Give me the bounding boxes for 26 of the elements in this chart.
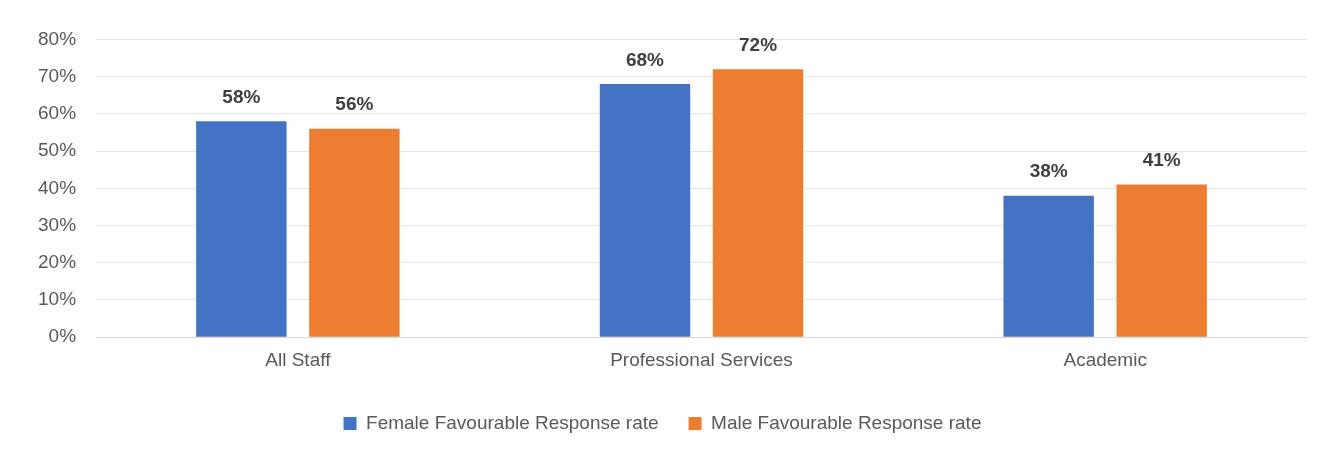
y-tick-label: 80% — [38, 27, 77, 49]
bar — [712, 69, 804, 337]
bar — [1116, 184, 1207, 337]
bar — [309, 128, 400, 337]
y-tick-label: 10% — [38, 288, 77, 310]
y-tick-label: 20% — [38, 250, 77, 272]
text: 58% — [222, 86, 261, 108]
text: 41% — [1142, 149, 1181, 171]
y-tick-label: 60% — [38, 102, 77, 124]
bar — [1003, 195, 1094, 337]
y-tick-label: 30% — [38, 213, 77, 235]
y-tick-label: 0% — [48, 325, 77, 347]
x-tick-label: All Staff — [265, 348, 332, 370]
legend-label: Male Favourable Response rate — [711, 411, 982, 433]
text: 72% — [739, 33, 778, 55]
text: 38% — [1029, 160, 1068, 182]
bar — [599, 84, 691, 337]
text: 68% — [625, 48, 665, 70]
text: 56% — [335, 93, 374, 115]
legend-label: Female Favourable Response rate — [366, 411, 659, 433]
x-tick-label: Professional Services — [610, 348, 793, 370]
x-tick-label: Academic — [1063, 348, 1147, 370]
y-tick-label: 40% — [38, 176, 77, 198]
y-tick-label: 70% — [38, 64, 77, 86]
bar — [196, 121, 287, 337]
y-tick-label: 50% — [38, 139, 77, 161]
